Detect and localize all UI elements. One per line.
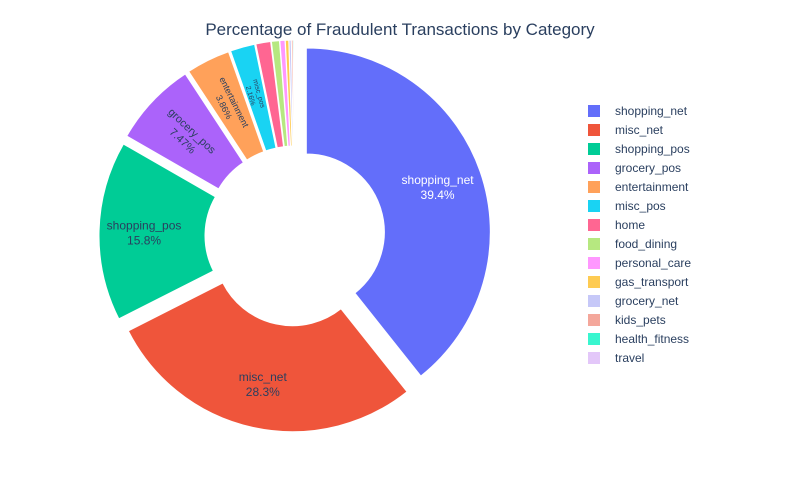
legend-label: misc_net [615, 122, 664, 137]
legend-swatch [588, 218, 600, 231]
slice-label-shopping-net: shopping_net 39.4% [402, 173, 475, 202]
slice-misc-pos[interactable] [229, 43, 277, 152]
slice-label-misc-net: misc_net 28.3% [239, 370, 288, 399]
legend-item-food-dining[interactable]: food_dining [588, 234, 691, 253]
legend-item-kids-pets[interactable]: kids_pets [588, 310, 691, 329]
legend-swatch [588, 351, 600, 364]
legend-swatch [588, 332, 600, 345]
legend-label: entertainment [615, 179, 689, 194]
legend-swatch [588, 104, 600, 117]
legend: shopping_net misc_net shopping_pos grocery_… [588, 101, 691, 367]
slice-label-shopping-pos: shopping_pos 15.8% [107, 219, 182, 248]
legend-item-travel[interactable]: travel [588, 348, 691, 367]
pie-slices [98, 39, 491, 433]
slice-misc-net[interactable] [127, 282, 408, 433]
legend-label: personal_care [615, 255, 692, 270]
legend-swatch [588, 237, 600, 250]
legend-swatch [588, 275, 600, 288]
legend-swatch [588, 256, 600, 269]
legend-item-shopping-net[interactable]: shopping_net [588, 101, 691, 120]
legend-item-entertainment[interactable]: entertainment [588, 177, 691, 196]
legend-swatch [588, 313, 600, 326]
chart-title: Percentage of Fraudulent Transactions by… [205, 20, 595, 39]
legend-item-misc-net[interactable]: misc_net [588, 120, 691, 139]
legend-label: health_fitness [615, 331, 690, 346]
legend-label: grocery_net [615, 293, 679, 308]
legend-swatch [588, 199, 600, 212]
legend-item-grocery-net[interactable]: grocery_net [588, 291, 691, 310]
legend-item-personal-care[interactable]: personal_care [588, 253, 691, 272]
legend-item-grocery-pos[interactable]: grocery_pos [588, 158, 691, 177]
slice-grocery-pos[interactable] [126, 73, 245, 190]
legend-item-home[interactable]: home [588, 215, 691, 234]
legend-swatch [588, 180, 600, 193]
legend-swatch [588, 161, 600, 174]
legend-label: grocery_pos [615, 160, 682, 175]
legend-swatch [588, 294, 600, 307]
legend-label: kids_pets [615, 312, 666, 327]
legend-item-misc-pos[interactable]: misc_pos [588, 196, 691, 215]
legend-item-gas-transport[interactable]: gas_transport [588, 272, 691, 291]
legend-label: gas_transport [615, 274, 689, 289]
legend-label: food_dining [615, 236, 678, 251]
legend-label: home [615, 217, 646, 232]
legend-swatch [588, 123, 600, 136]
slice-shopping-pos[interactable] [98, 143, 217, 320]
slice-travel[interactable] [293, 39, 296, 147]
slice-home[interactable] [255, 40, 285, 149]
legend-label: shopping_net [615, 103, 688, 118]
legend-label: travel [615, 350, 645, 365]
legend-item-shopping-pos[interactable]: shopping_pos [588, 139, 691, 158]
slice-entertainment[interactable] [187, 51, 265, 161]
legend-label: shopping_pos [615, 141, 690, 156]
legend-label: misc_pos [615, 198, 666, 213]
legend-item-health-fitness[interactable]: health_fitness [588, 329, 691, 348]
legend-swatch [588, 142, 600, 155]
slice-shopping-net[interactable] [305, 47, 491, 377]
